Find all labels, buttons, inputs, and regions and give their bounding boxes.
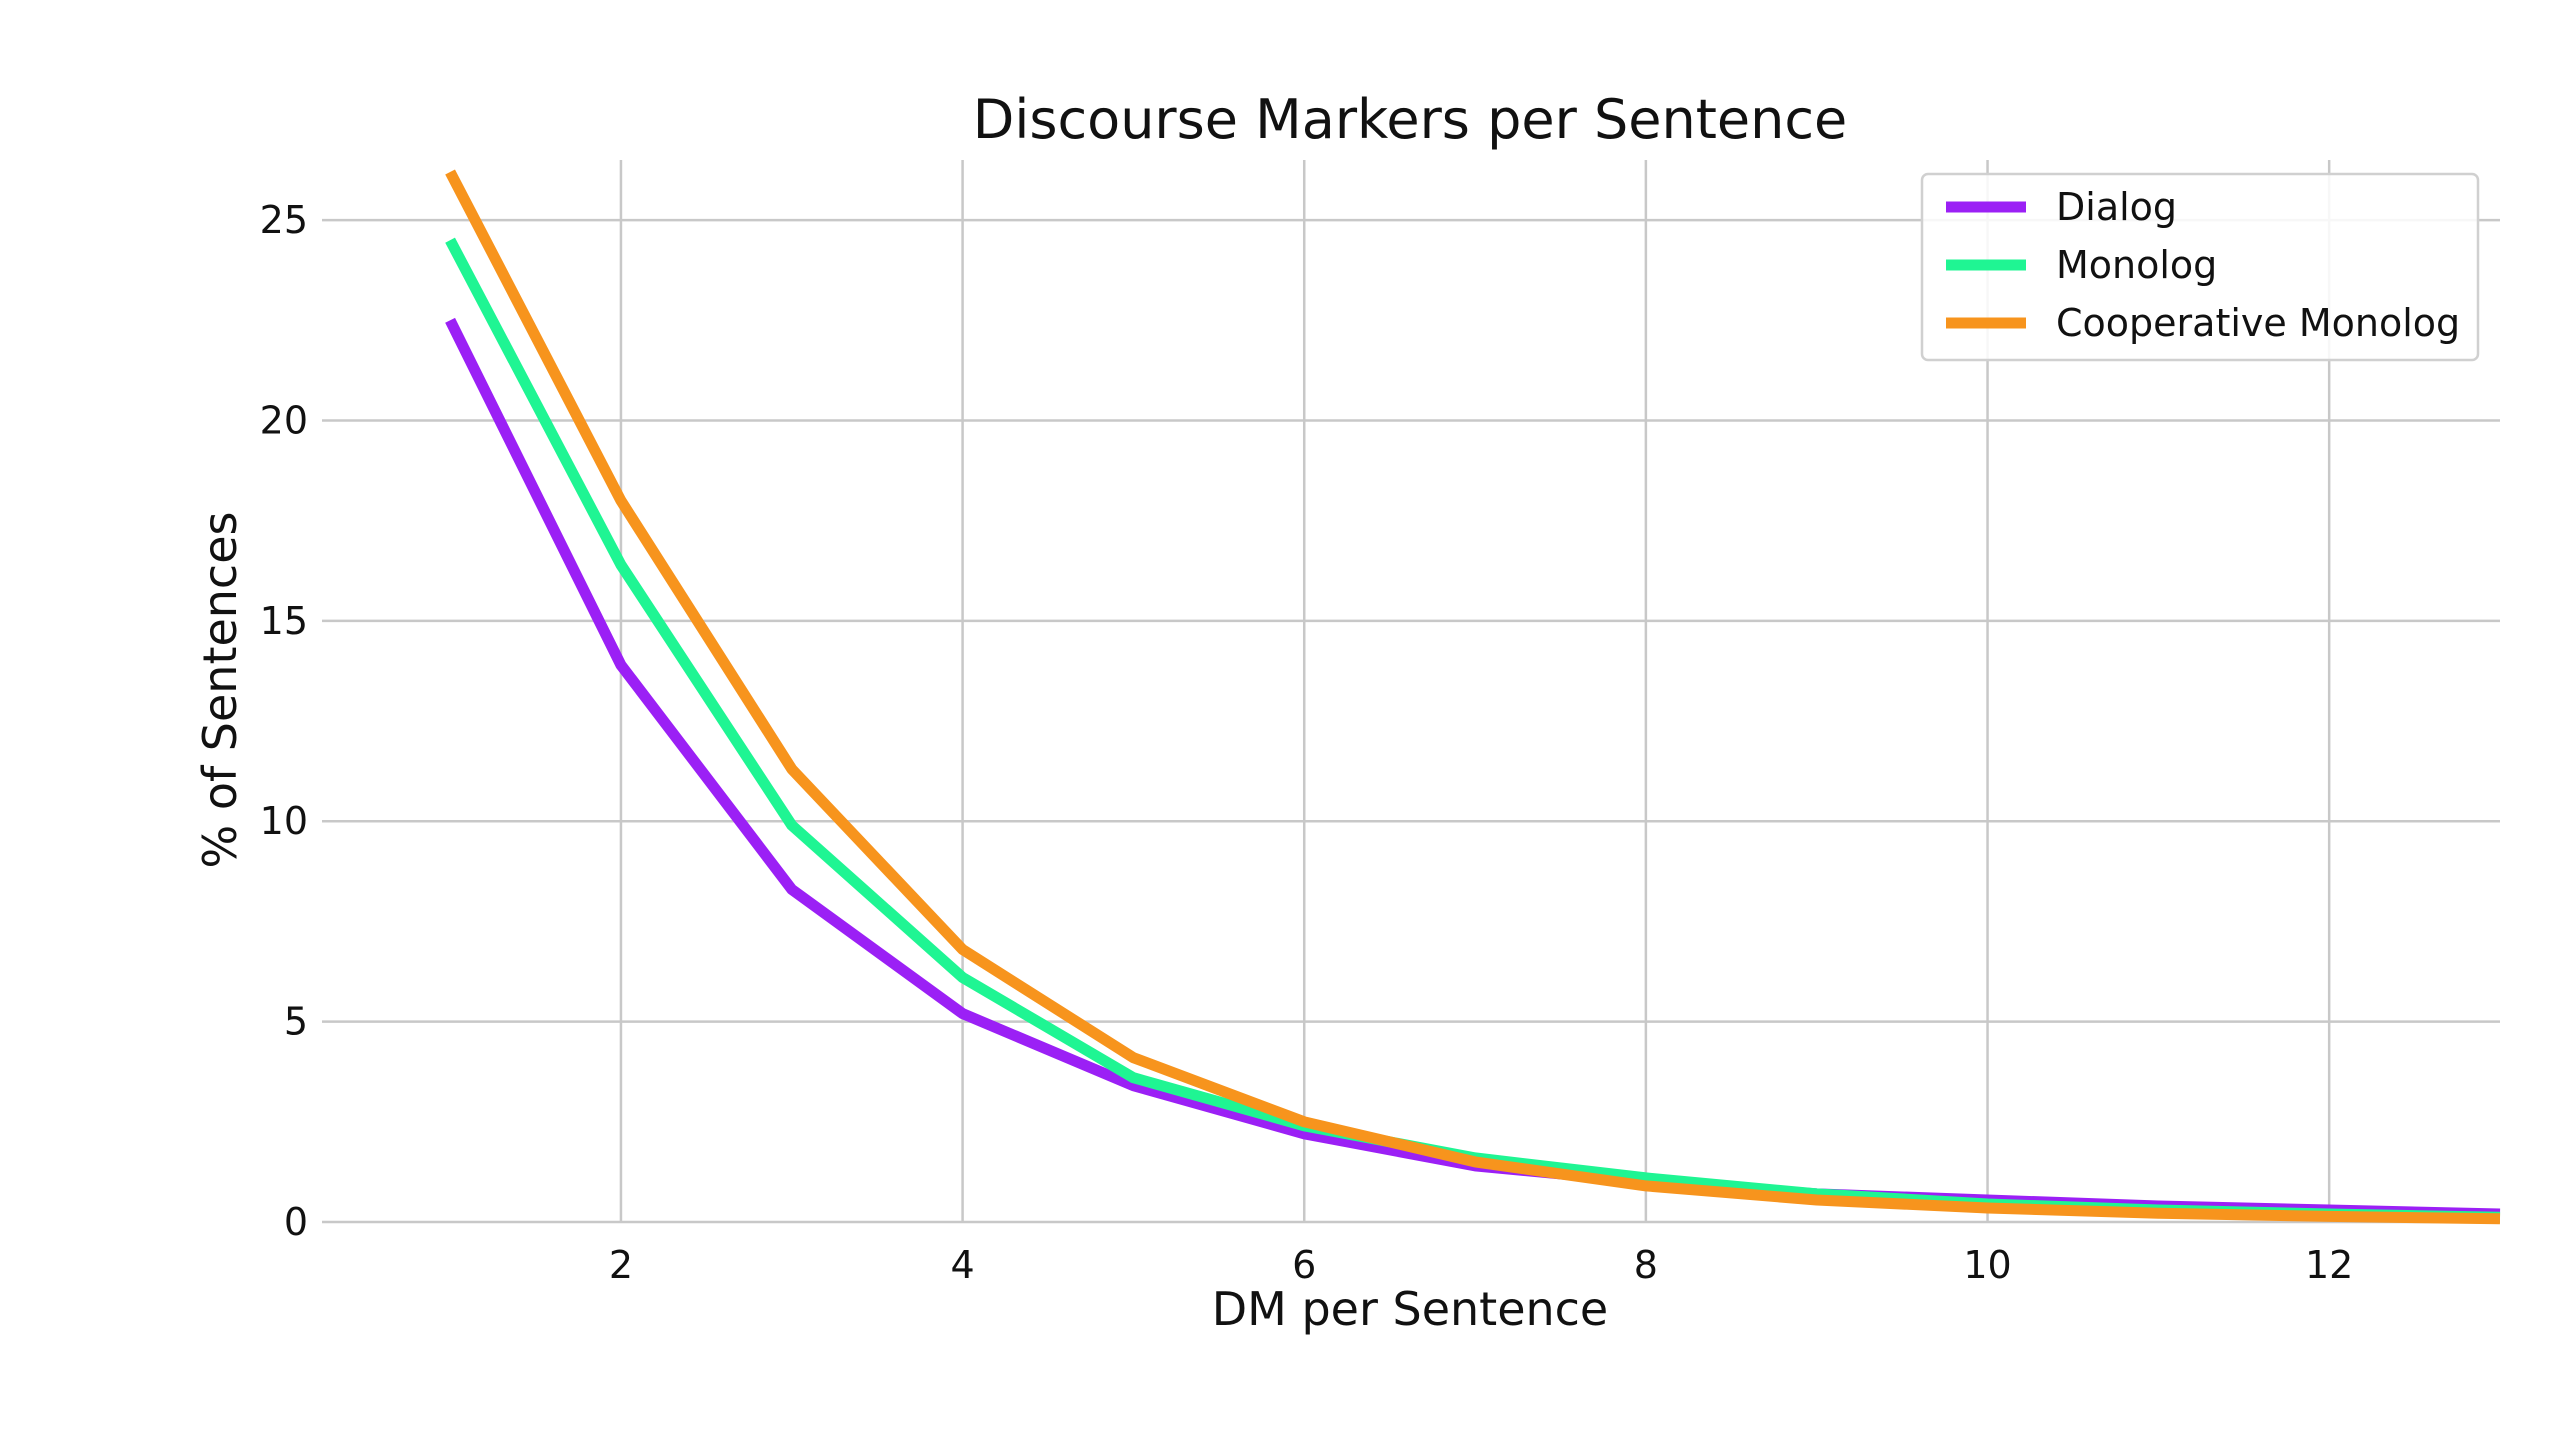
x-axis-label: DM per Sentence bbox=[1212, 1282, 1609, 1336]
y-tick-label: 25 bbox=[260, 198, 308, 242]
x-tick-label: 4 bbox=[950, 1243, 974, 1287]
legend: Dialog Monolog Cooperative Monolog bbox=[1920, 172, 2480, 362]
chart-title: Discourse Markers per Sentence bbox=[973, 88, 1847, 151]
tick-labels: 2 4 6 8 10 12 0 5 10 15 20 25 bbox=[260, 198, 2354, 1287]
legend-label: Monolog bbox=[2056, 243, 2217, 287]
y-tick-label: 0 bbox=[284, 1200, 308, 1244]
y-tick-label: 15 bbox=[260, 599, 308, 643]
x-tick-label: 12 bbox=[2305, 1243, 2353, 1287]
series-lines bbox=[445, 169, 2501, 1225]
series-line-cooperative-monolog bbox=[445, 169, 2501, 1225]
x-tick-label: 10 bbox=[1963, 1243, 2011, 1287]
y-tick-label: 5 bbox=[284, 1000, 308, 1044]
legend-box bbox=[1920, 172, 2480, 362]
x-tick-label: 8 bbox=[1634, 1243, 1658, 1287]
legend-label: Dialog bbox=[2056, 185, 2177, 229]
y-tick-label: 10 bbox=[260, 799, 308, 843]
x-tick-label: 6 bbox=[1292, 1243, 1316, 1287]
legend-label: Cooperative Monolog bbox=[2056, 301, 2460, 345]
y-tick-label: 20 bbox=[260, 398, 308, 442]
y-axis-label: % of Sentences bbox=[193, 512, 247, 869]
x-tick-label: 2 bbox=[609, 1243, 633, 1287]
series-line-monolog bbox=[445, 237, 2501, 1223]
